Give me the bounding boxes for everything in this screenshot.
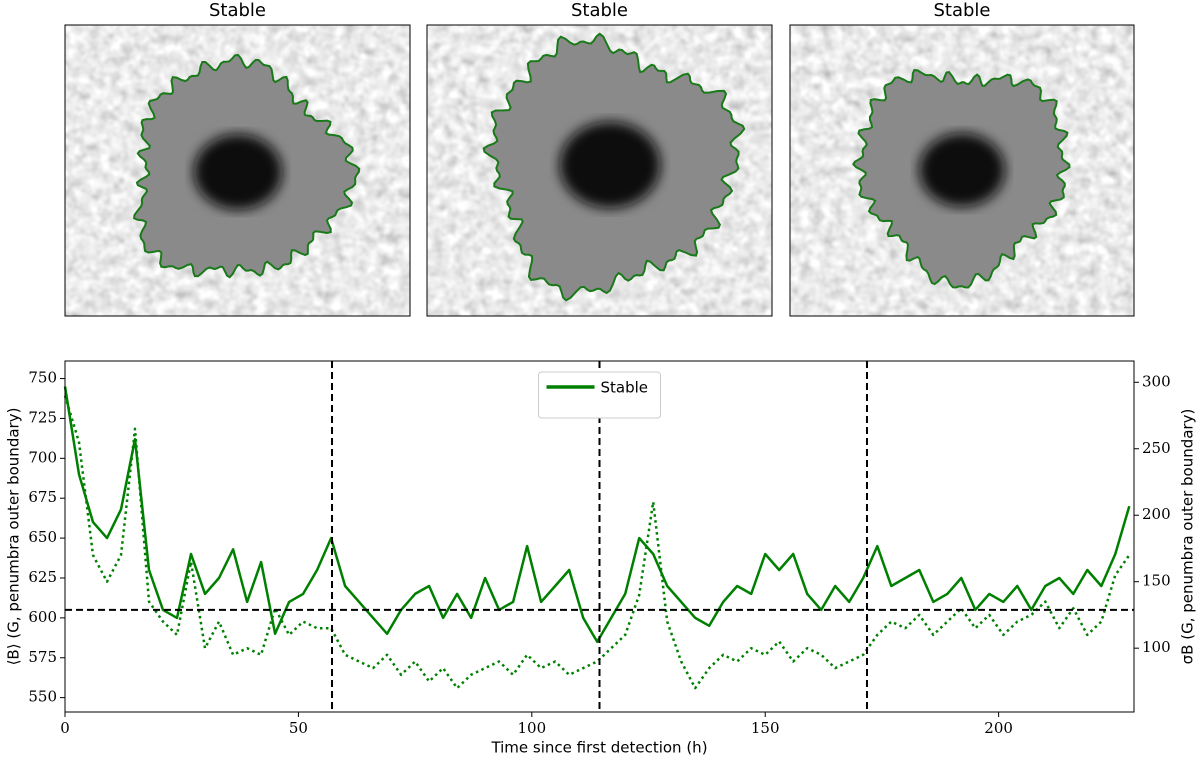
y2-tick-label: 200 (1142, 505, 1171, 523)
y2-axis-label: σB (G, penumbra outer boundary) (1179, 409, 1197, 665)
x-axis-label: Time since first detection (h) (490, 739, 707, 757)
panel-title: Stable (571, 0, 628, 21)
legend-box (538, 371, 661, 419)
boundary-contour (852, 69, 1071, 289)
image-panel (427, 25, 772, 316)
legend-label: Stable (601, 379, 649, 397)
y2-tick-label: 250 (1142, 439, 1171, 457)
panel-frame (426, 24, 773, 317)
boundary-contour (133, 53, 361, 279)
chart: 0 50 100 150 200 550 575 600 625 650 675 700 725 750 1… (5, 360, 1197, 757)
x-tick-label: 50 (289, 719, 308, 737)
y-tick-label: 625 (28, 568, 57, 586)
panel-frame (64, 24, 411, 317)
x-tick-label: 100 (517, 719, 546, 737)
y-tick-label: 700 (28, 448, 57, 466)
image-panels: Stable Stable Stable (64, 0, 1135, 317)
panel-frame (789, 24, 1135, 317)
y-tick-label: 675 (28, 488, 57, 506)
image-panel (65, 25, 410, 316)
umbra (559, 121, 661, 209)
series-line (63, 395, 1131, 690)
y-tick-label: 550 (28, 688, 57, 706)
x-tick-label: 0 (60, 719, 70, 737)
panel-title: Stable (933, 0, 990, 21)
y2-tick-label: 100 (1142, 638, 1171, 656)
plot-frame (64, 360, 1135, 713)
y-tick-label: 575 (28, 648, 57, 666)
x-tick-label: 150 (751, 719, 780, 737)
umbra (193, 134, 283, 210)
y-tick-label: 725 (28, 408, 57, 426)
y-tick-label: 650 (28, 528, 57, 546)
boundary-contour (482, 32, 746, 302)
y-tick-label: 750 (28, 369, 57, 387)
y-tick-label: 600 (28, 608, 57, 626)
umbra (919, 133, 1005, 207)
image-panel (790, 25, 1134, 316)
panel-title: Stable (209, 0, 266, 21)
series-line (63, 386, 1131, 644)
y2-tick-label: 150 (1142, 572, 1171, 590)
y2-tick-label: 300 (1142, 372, 1171, 390)
y-axis-label: ⟨B⟩ (G, penumbra outer boundary) (5, 408, 23, 666)
x-tick-label: 200 (984, 719, 1013, 737)
